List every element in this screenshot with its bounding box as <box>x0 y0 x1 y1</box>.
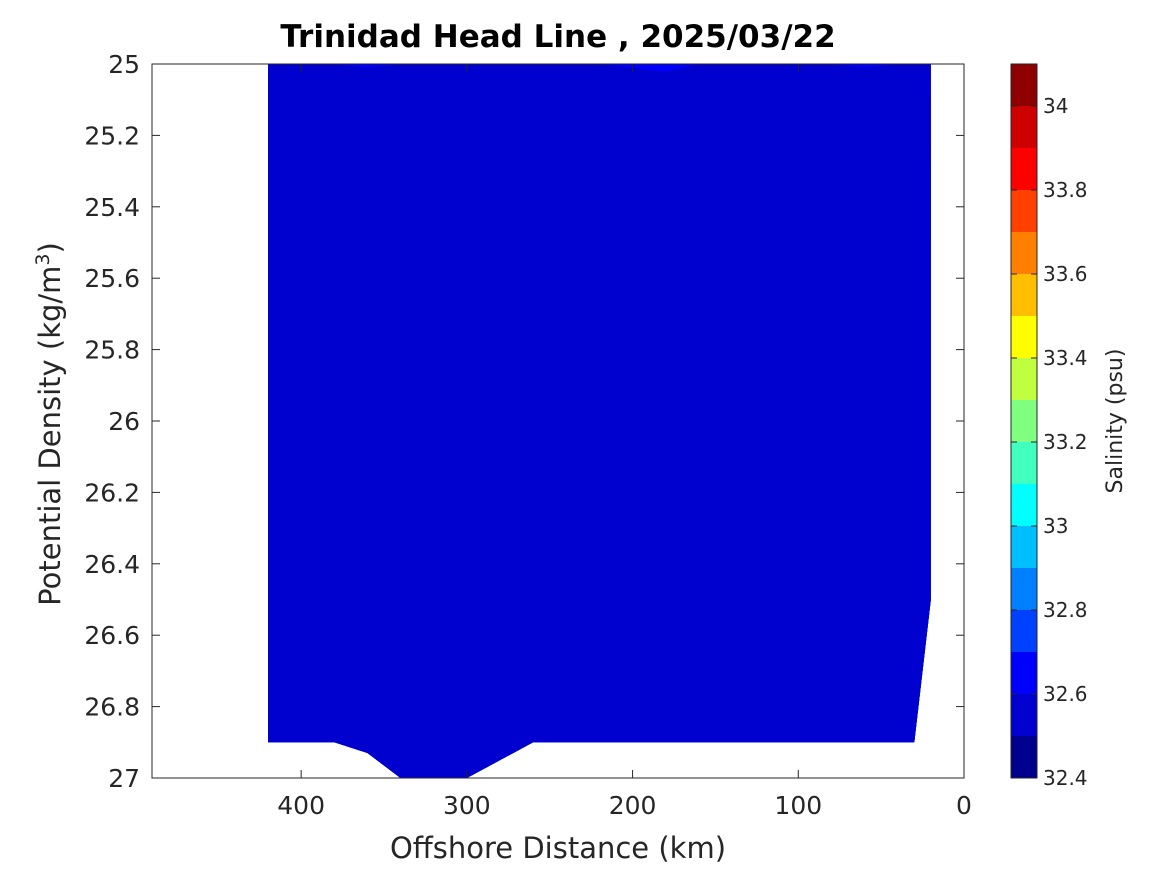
colorbar-block <box>1011 610 1037 652</box>
salinity-band-32.5 <box>268 64 931 778</box>
colorbar-tick-label: 33.6 <box>1043 262 1088 286</box>
colorbar-block <box>1011 568 1037 610</box>
x-axis-ticks: 400 300 200 100 0 <box>277 64 972 820</box>
chart-title: Trinidad Head Line , 2025/03/22 <box>280 19 835 55</box>
x-tick-label: 400 <box>277 791 325 820</box>
y-tick-label: 25.2 <box>84 121 140 150</box>
colorbar-tick-label: 34 <box>1043 94 1068 118</box>
colorbar-block <box>1011 148 1037 190</box>
contour-fill-layer <box>268 64 931 778</box>
y-axis-label-close: ) <box>33 242 67 253</box>
y-axis-label-superscript: 3 <box>32 253 54 265</box>
colorbar-block <box>1011 442 1037 484</box>
y-tick-label: 25 <box>108 50 140 79</box>
y-tick-label: 25.4 <box>84 193 140 222</box>
y-tick-label: 25.6 <box>84 264 140 293</box>
y-tick-label: 26.8 <box>84 693 140 722</box>
y-tick-label: 26.2 <box>84 478 140 507</box>
colorbar-block <box>1011 274 1037 316</box>
colorbar-block <box>1011 106 1037 148</box>
x-tick-label: 0 <box>956 791 972 820</box>
colorbar-tick-label: 33.2 <box>1043 430 1088 454</box>
y-axis-label-main: Potential Density (kg/m <box>33 266 67 606</box>
colorbar-frame <box>1010 63 1038 779</box>
colorbar-block <box>1011 400 1037 442</box>
colorbar-block <box>1011 736 1037 778</box>
colorbar-block <box>1011 652 1037 694</box>
colorbar-label: Salinity (psu) <box>1103 349 1128 494</box>
colorbar-tick-label: 33.4 <box>1043 346 1088 370</box>
colorbar: 32.4 32.6 32.8 33 33.2 33.4 33.6 33.8 34 Salinit… <box>1010 63 1128 790</box>
y-tick-label: 26.4 <box>84 550 140 579</box>
colorbar-block <box>1011 64 1037 106</box>
y-tick-label: 26 <box>108 407 140 436</box>
x-tick-label: 100 <box>774 791 822 820</box>
y-axis-ticks: 25 25.2 25.4 25.6 25.8 26 26.2 26.4 26.6 26.8 27 <box>84 50 964 793</box>
colorbar-tick-label: 33.8 <box>1043 178 1088 202</box>
colorbar-tick-label: 32.8 <box>1043 598 1088 622</box>
x-axis-label: Offshore Distance (km) <box>390 831 726 865</box>
colorbar-tick-label: 32.6 <box>1043 682 1088 706</box>
colorbar-block <box>1011 190 1037 232</box>
colorbar-block <box>1011 484 1037 526</box>
y-tick-label: 26.6 <box>84 621 140 650</box>
y-axis-label: Potential Density (kg/m3) <box>32 242 67 606</box>
x-tick-label: 200 <box>609 791 657 820</box>
colorbar-tick-label: 32.4 <box>1043 766 1088 790</box>
colorbar-block <box>1011 316 1037 358</box>
plot-area: 400 300 200 100 0 25 25.2 25.4 25.6 25.8 26 26.2 26… <box>84 50 972 820</box>
colorbar-block <box>1011 694 1037 736</box>
colorbar-ticks: 32.4 32.6 32.8 33 33.2 33.4 33.6 33.8 34 <box>1011 94 1088 790</box>
colorbar-block <box>1011 232 1037 274</box>
y-tick-label: 27 <box>108 764 140 793</box>
y-tick-label: 25.8 <box>84 336 140 365</box>
colorbar-block <box>1011 526 1037 568</box>
colorbar-tick-label: 33 <box>1043 514 1068 538</box>
x-tick-label: 300 <box>443 791 491 820</box>
colorbar-block <box>1011 358 1037 400</box>
colorbar-blocks <box>1011 64 1037 778</box>
